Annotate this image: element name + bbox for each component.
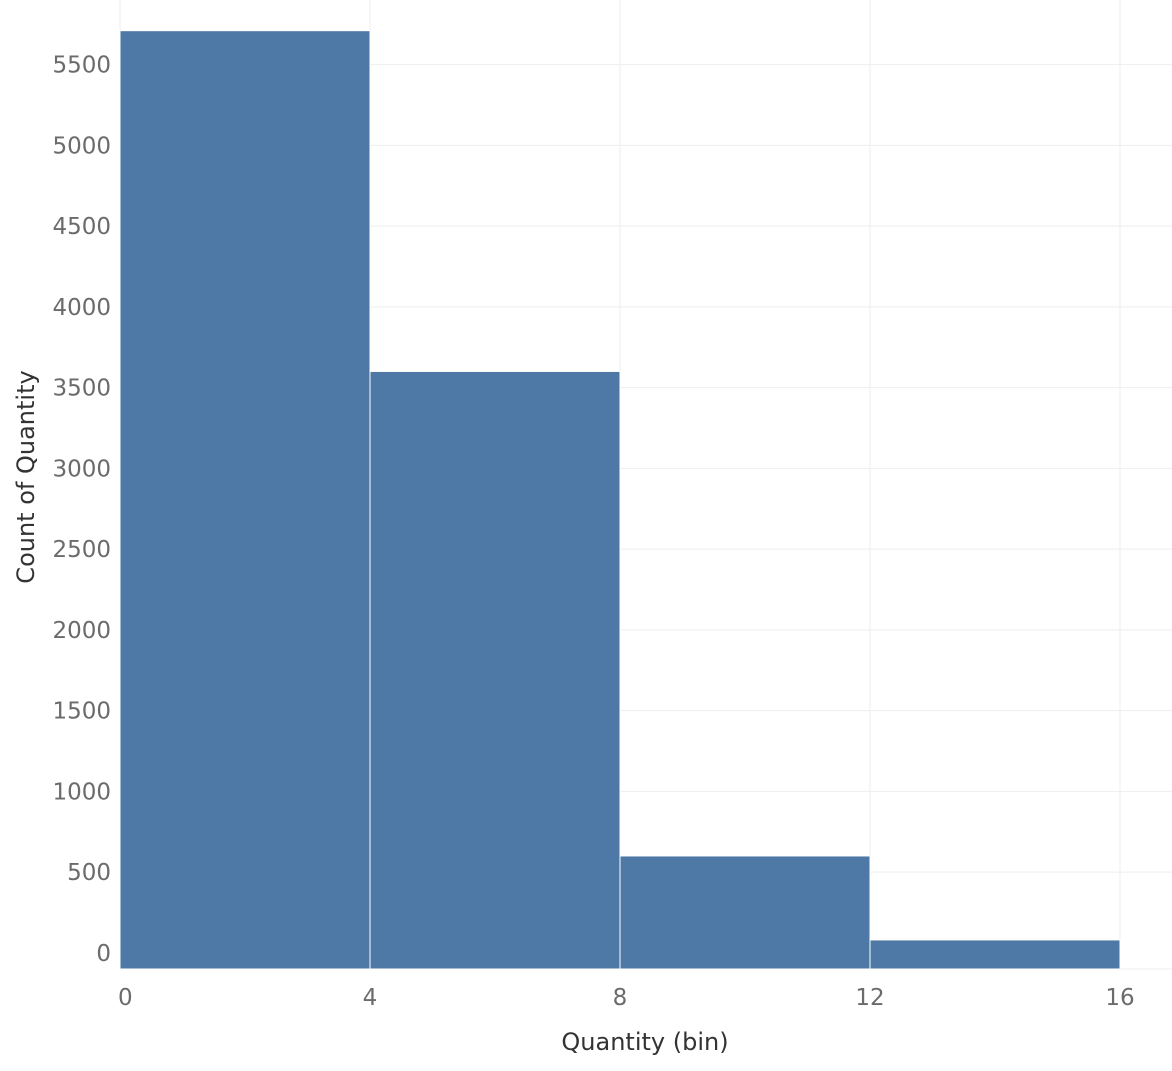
histogram-bar — [619, 855, 871, 970]
x-tick-label: 4 — [363, 985, 378, 1011]
y-tick-label: 3500 — [52, 376, 111, 402]
x-axis-title: Quantity (bin) — [561, 1028, 728, 1056]
y-tick-label: 1500 — [52, 699, 111, 725]
y-tick-label: 4500 — [52, 214, 111, 240]
x-tick-label: 8 — [613, 985, 628, 1011]
y-tick-label: 1000 — [52, 779, 111, 805]
histogram-bar — [369, 370, 621, 970]
y-tick-label: 2500 — [52, 537, 111, 563]
x-tick-label: 16 — [1105, 985, 1134, 1011]
y-axis-ticks: 0 500 1000 1500 2000 2500 3000 3500 4000 4500 5000… — [52, 53, 111, 967]
y-tick-label: 0 — [96, 941, 111, 967]
histogram-bar — [119, 30, 371, 970]
x-axis-ticks: 0 4 8 12 16 — [118, 985, 1135, 1011]
y-tick-label: 5500 — [52, 53, 111, 79]
histogram-bar — [869, 939, 1121, 970]
y-axis-title: Count of Quantity — [12, 370, 40, 583]
y-tick-label: 500 — [67, 860, 111, 886]
histogram-bars — [119, 30, 1121, 970]
y-tick-label: 5000 — [52, 133, 111, 159]
x-tick-label: 0 — [118, 985, 133, 1011]
y-tick-label: 2000 — [52, 618, 111, 644]
y-tick-label: 4000 — [52, 295, 111, 321]
y-tick-label: 3000 — [52, 456, 111, 482]
x-tick-label: 12 — [855, 985, 884, 1011]
